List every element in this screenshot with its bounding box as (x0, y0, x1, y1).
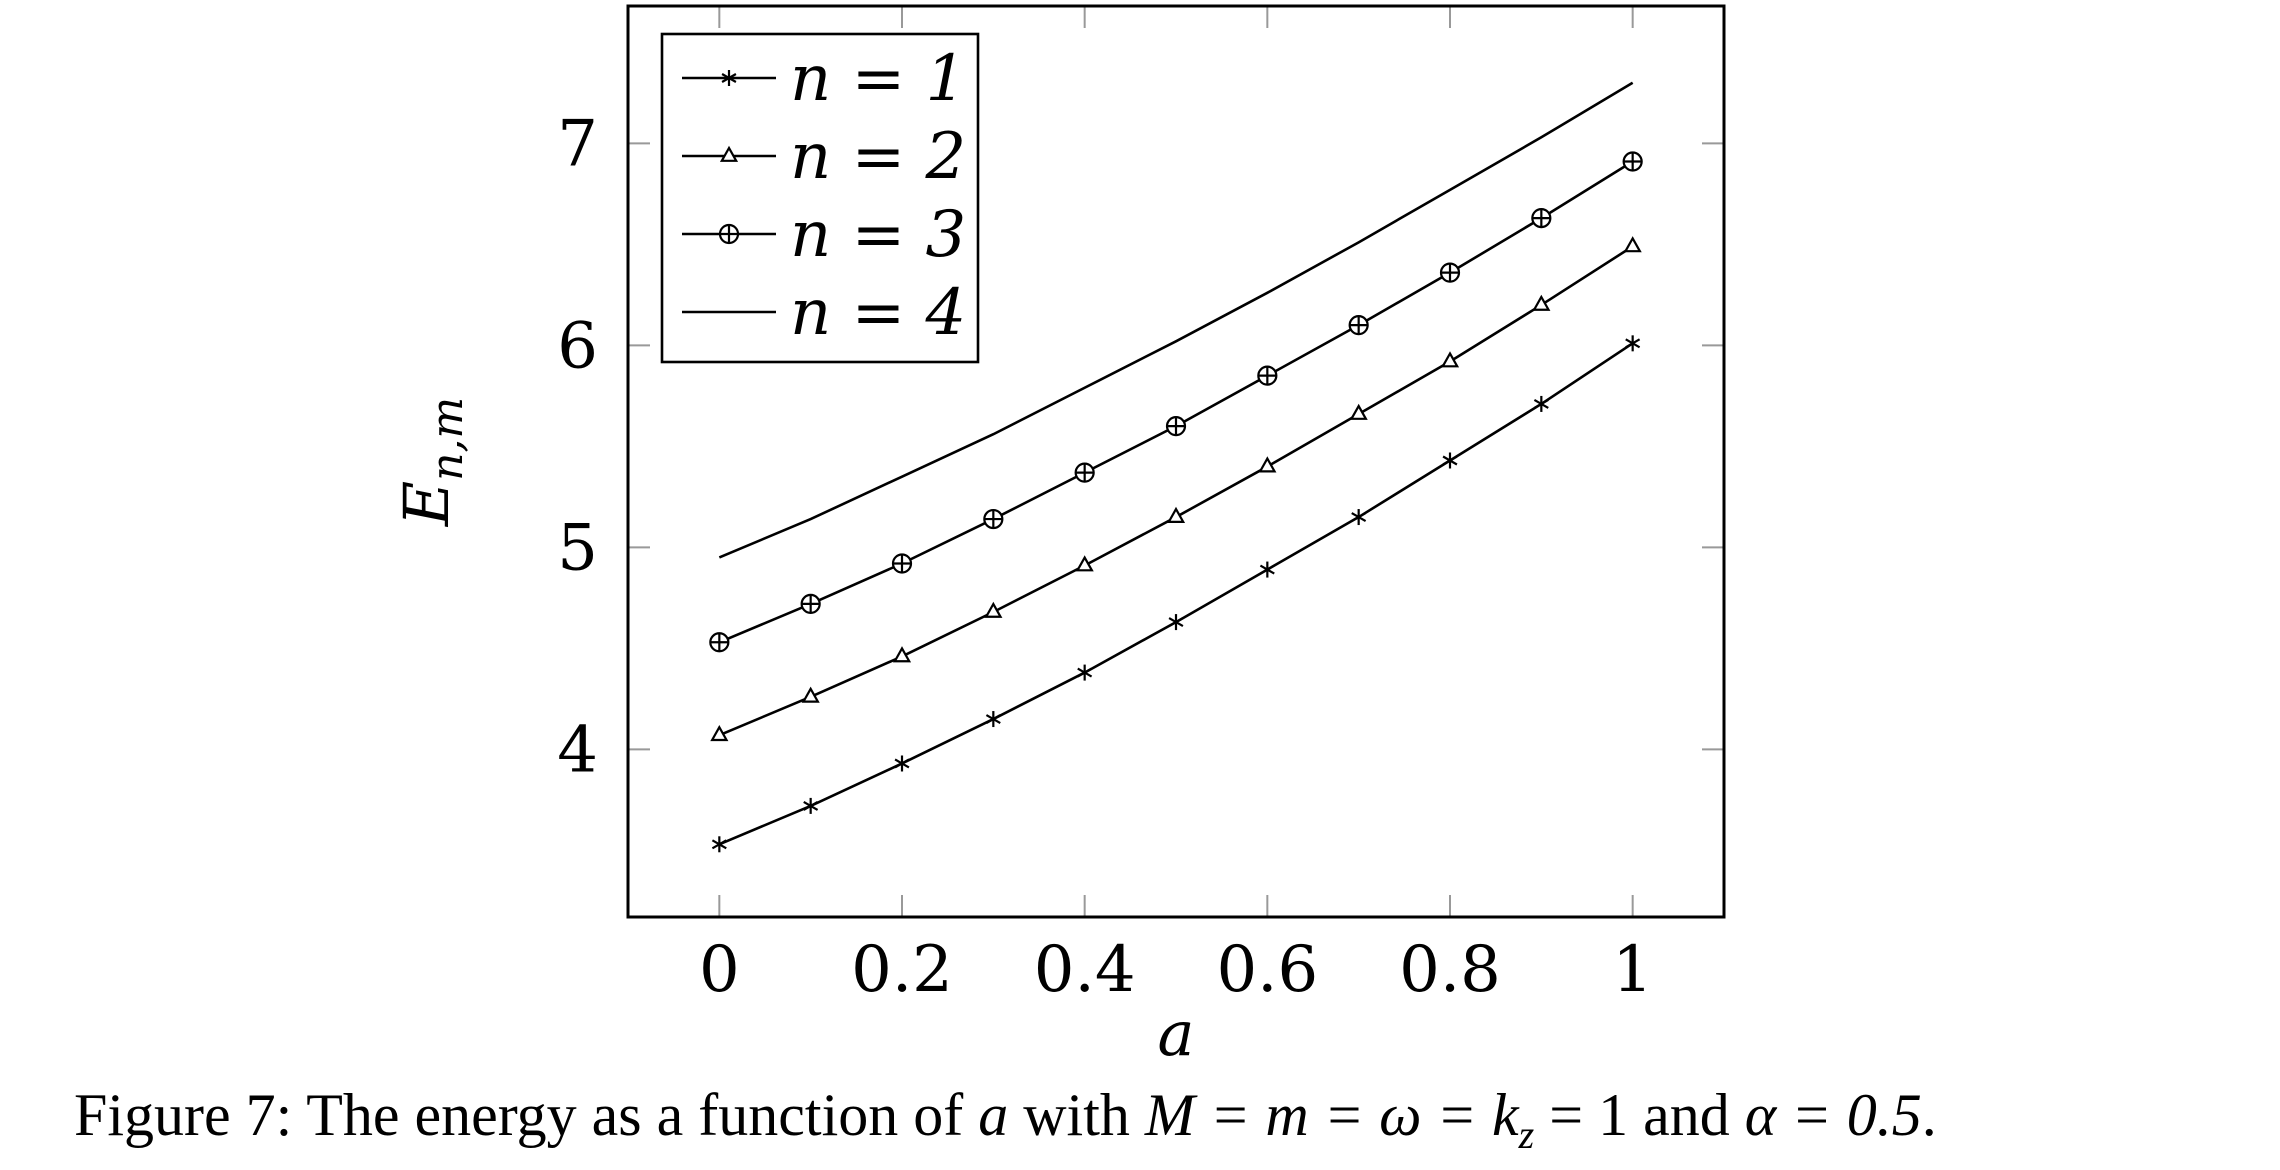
data-point (1351, 509, 1367, 526)
legend-entry: n = 3 (682, 198, 966, 272)
data-point (985, 711, 1001, 728)
data-point (1623, 236, 1642, 253)
plot-frame (626, 4, 1726, 919)
data-point (983, 508, 1004, 530)
y-tick-label: 7 (557, 107, 598, 181)
series-layer (709, 81, 1643, 853)
legend-entry: n = 1 (682, 42, 966, 116)
x-tick-label: 0.8 (1399, 933, 1501, 1007)
y-tick-labels: 4 5 6 7 (557, 107, 598, 787)
x-tick-label: 1 (1612, 933, 1653, 1007)
data-point (1622, 151, 1643, 172)
data-point (1349, 403, 1368, 420)
figure-caption: Figure 7: The energy as a function of a … (74, 1080, 2274, 1170)
caption-end: . (1921, 1082, 1937, 1148)
data-point (1074, 462, 1095, 483)
data-point (709, 632, 730, 653)
data-point (1348, 315, 1369, 336)
series-1 (711, 335, 1641, 853)
data-point (1442, 452, 1458, 469)
axis-ticks (628, 6, 1724, 917)
x-tick-labels: 0 0.2 0.4 0.6 0.8 1 (699, 933, 1653, 1007)
data-point (1258, 456, 1277, 473)
legend: n = 1n = 2n = 3n = 4 (660, 32, 980, 364)
legend-label: n = 2 (790, 120, 966, 194)
series-2 (710, 236, 1642, 742)
x-tick-label: 0.2 (851, 933, 953, 1007)
x-axis-label: a (1158, 997, 1195, 1070)
caption-alpha: α = 0.5 (1744, 1082, 1922, 1148)
caption-mid: with (1008, 1082, 1145, 1148)
data-point (711, 836, 727, 853)
data-point (801, 686, 820, 703)
data-point (721, 70, 737, 86)
y-axis-label-subscript: n,m (422, 397, 473, 481)
legend-label: n = 4 (790, 276, 966, 350)
legend-entry: n = 2 (682, 120, 966, 194)
series-line (718, 81, 1634, 559)
caption-prefix: Figure 7: The energy as a function of (74, 1082, 979, 1148)
data-point (1625, 335, 1641, 352)
legend-label: n = 3 (790, 198, 966, 272)
caption-params: M = m = ω = k (1144, 1082, 1519, 1148)
data-point (1168, 614, 1184, 631)
data-point (892, 646, 912, 663)
series-3 (709, 151, 1643, 653)
y-tick-label: 6 (557, 309, 598, 383)
data-point (718, 223, 740, 245)
y-axis-label-main: E (390, 481, 463, 527)
caption-params-tail: = 1 (1534, 1082, 1629, 1148)
data-point (1440, 351, 1460, 368)
data-point (891, 553, 913, 574)
data-point (1257, 365, 1278, 386)
data-point (1532, 294, 1551, 311)
caption-var-a: a (978, 1082, 1009, 1148)
data-point (1259, 561, 1275, 578)
data-point (1533, 395, 1549, 412)
data-point (719, 145, 739, 162)
data-point (803, 797, 819, 814)
legend-entry: n = 4 (682, 276, 966, 350)
series-4 (718, 81, 1634, 559)
y-tick-label: 4 (557, 713, 598, 787)
data-point (710, 724, 729, 742)
caption-and: and (1628, 1082, 1745, 1148)
y-axis-label: En,m (390, 397, 473, 527)
x-tick-label: 0 (699, 933, 740, 1007)
y-tick-label: 5 (557, 511, 598, 585)
caption-params-sub: z (1518, 1112, 1535, 1157)
data-point (800, 593, 821, 615)
data-point (1439, 262, 1461, 283)
x-tick-label: 0.4 (1034, 933, 1136, 1007)
data-point (1075, 555, 1094, 572)
legend-box (660, 32, 980, 364)
data-point (1166, 506, 1186, 523)
data-point (1165, 416, 1187, 437)
data-point (894, 755, 910, 772)
data-point (1531, 207, 1552, 229)
data-point (1077, 664, 1093, 681)
legend-label: n = 1 (790, 42, 966, 116)
data-point (984, 601, 1003, 618)
x-tick-label: 0.6 (1216, 933, 1318, 1007)
